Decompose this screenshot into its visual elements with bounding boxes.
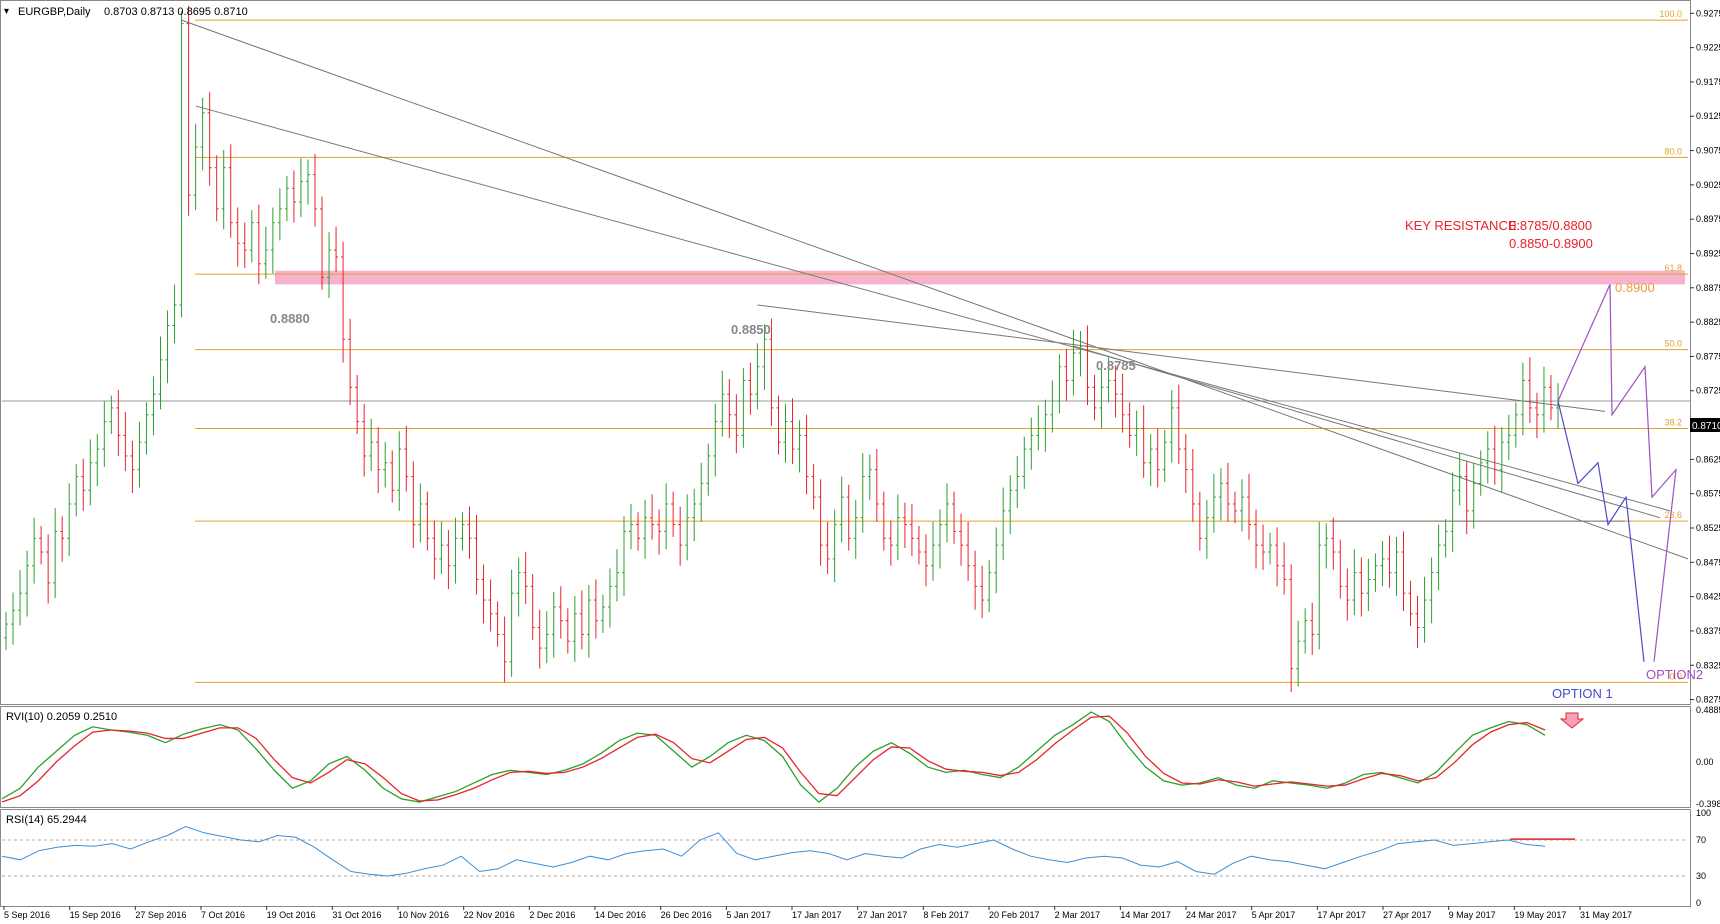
price-tick-label: 0.8325 [1696,660,1720,670]
x-tick-label: 5 Apr 2017 [1252,910,1296,920]
price-tick-label: 0.8375 [1696,626,1720,636]
fib-level-label: 61.8 [1664,263,1682,273]
fib-level-label: 50.0 [1664,339,1682,349]
x-tick-label: 7 Oct 2016 [201,910,245,920]
rvi-panel-frame [0,706,1691,808]
main-panel-frame [0,0,1691,705]
label-0-8900: 0.8900 [1615,280,1655,295]
fib-level-label: 38.2 [1664,417,1682,427]
x-tick-label: 17 Jan 2017 [792,910,842,920]
x-tick-label: 10 Nov 2016 [398,910,449,920]
option-1-path [1557,400,1645,662]
rsi-panel-frame [0,809,1691,907]
x-tick-label: 17 Apr 2017 [1317,910,1366,920]
price-tick-label: 0.9075 [1696,146,1720,156]
x-tick-label: 19 Oct 2016 [267,910,316,920]
trend-line [757,304,1606,412]
x-tick-label: 8 Feb 2017 [923,910,969,920]
label-0-8785: 0.8785 [1096,358,1136,373]
x-tick-label: 27 Apr 2017 [1383,910,1432,920]
price-tick-label: 0.9125 [1696,111,1720,121]
rvi-series-line [1,715,1546,803]
price-tick-label: 0.9275 [1696,8,1720,18]
option-2-path [1557,284,1677,662]
label-option-2: OPTION2 [1646,667,1703,682]
price-tick-label: 0.8525 [1696,523,1720,533]
fib-level-label: 80.0 [1664,146,1682,156]
price-tick-label: 0.8625 [1696,454,1720,464]
x-tick-label: 15 Sep 2016 [70,910,121,920]
price-tick-label: 0.9025 [1696,180,1720,190]
price-tick-label: 0.9175 [1696,77,1720,87]
trend-line [181,19,1689,560]
chart-header-ohlc: 0.8703 0.8713 0.8695 0.8710 [104,6,248,18]
current-price-tag [1690,418,1720,432]
x-tick-label: 2 Dec 2016 [529,910,575,920]
x-tick-label: 31 May 2017 [1580,910,1632,920]
rsi-tick-label: 0 [1696,898,1701,908]
x-tick-label: 19 May 2017 [1514,910,1566,920]
price-tick-label: 0.8475 [1696,557,1720,567]
x-tick-label: 5 Sep 2016 [4,910,50,920]
key-resistance-value-1: 0.8785/0.8800 [1509,218,1592,233]
price-tick-label: 0.8975 [1696,214,1720,224]
rvi-title: RVI(10) 0.2059 0.2510 [6,711,117,723]
chart-header-triangle: ▾ [4,6,9,17]
rvi-tick-label: -0.3985 [1696,799,1720,809]
fib-level-label: 23.6 [1664,510,1682,520]
price-tick-label: 0.9225 [1696,43,1720,53]
rsi-title: RSI(14) 65.2944 [6,814,87,826]
price-tick-label: 0.8775 [1696,351,1720,361]
fib-level-label: 100.0 [1659,9,1682,19]
resistance-zone [275,270,1685,285]
x-tick-label: 27 Sep 2016 [135,910,186,920]
rsi-series-line [1,825,1546,877]
x-tick-label: 2 Mar 2017 [1055,910,1101,920]
key-resistance-value-2: 0.8850-0.8900 [1509,236,1593,251]
x-tick-label: 22 Nov 2016 [464,910,515,920]
rvi-series-line [1,711,1546,803]
label-option-1: OPTION 1 [1552,686,1613,701]
x-tick-label: 14 Mar 2017 [1120,910,1171,920]
sell-arrow-icon [1559,712,1585,729]
x-tick-label: 14 Dec 2016 [595,910,646,920]
current-price-label: 0.8710 [1692,421,1720,432]
x-tick-label: 31 Oct 2016 [332,910,381,920]
trend-line [1073,345,1661,519]
x-tick-label: 5 Jan 2017 [726,910,771,920]
label-0-8850: 0.8850 [731,322,771,337]
key-resistance-title: KEY RESISTANCE: [1405,218,1520,233]
fib-level-label: 0.0 [1669,671,1682,681]
x-tick-label: 26 Dec 2016 [661,910,712,920]
label-0-8880: 0.8880 [270,311,310,326]
rsi-tick-label: 100 [1696,808,1711,818]
x-tick-label: 27 Jan 2017 [858,910,908,920]
rsi-tick-label: 70 [1696,835,1706,845]
price-tick-label: 0.8575 [1696,489,1720,499]
chart-header-symbol: EURGBP,Daily [18,6,91,18]
price-tick-label: 0.8825 [1696,317,1720,327]
x-tick-label: 24 Mar 2017 [1186,910,1237,920]
rvi-tick-label: 0.00 [1696,757,1714,767]
price-tick-label: 0.8925 [1696,248,1720,258]
price-tick-label: 0.8425 [1696,592,1720,602]
rsi-tick-label: 30 [1696,871,1706,881]
x-tick-label: 20 Feb 2017 [989,910,1040,920]
price-tick-label: 0.8875 [1696,283,1720,293]
price-tick-label: 0.8725 [1696,386,1720,396]
rvi-tick-label: 0.4885 [1696,705,1720,715]
x-tick-label: 9 May 2017 [1449,910,1496,920]
trend-line [195,105,1671,512]
